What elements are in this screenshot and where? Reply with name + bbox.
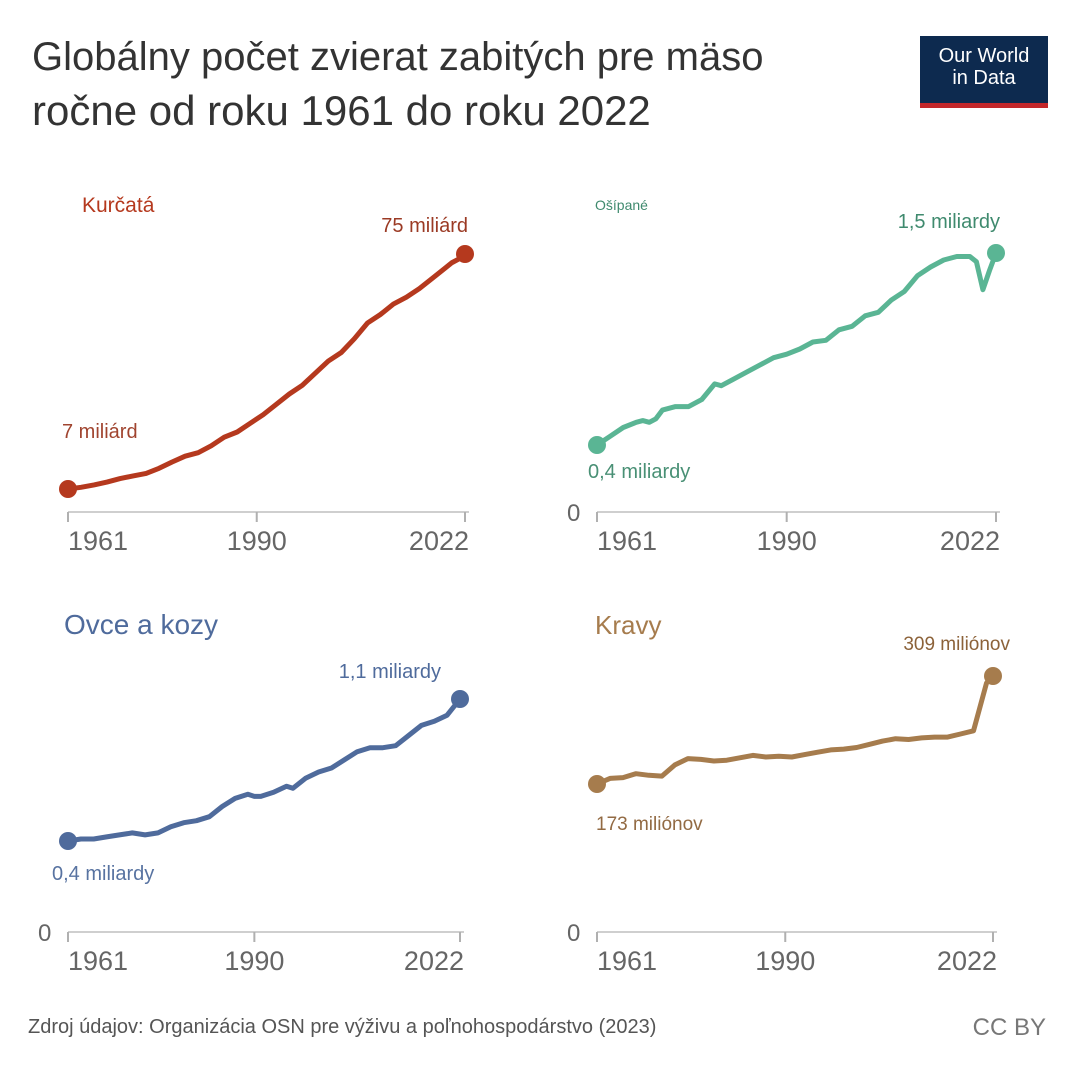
panel-4-start-point bbox=[588, 775, 606, 793]
panel-3-x-tick-label-2022: 2022 bbox=[404, 946, 464, 976]
panel-2-title: Ošípané bbox=[595, 197, 648, 213]
logo-line-1: Our World bbox=[938, 45, 1030, 67]
panel-4-title: Kravy bbox=[595, 610, 661, 640]
panel-3-end-label: 1,1 miliardy bbox=[339, 661, 441, 683]
panel-1-start-point bbox=[59, 480, 77, 498]
panel-3-start-label: 0,4 miliardy bbox=[52, 863, 154, 885]
panel-2-start-point bbox=[588, 436, 606, 454]
panel-4-series-line bbox=[594, 673, 996, 787]
logo-line-2: in Data bbox=[952, 67, 1016, 89]
panel-3-start-point bbox=[59, 832, 77, 850]
chart-title: Globálny počet zvierat zabitých pre mäso… bbox=[32, 30, 892, 138]
owid-logo[interactable]: Our World in Data bbox=[920, 36, 1048, 108]
panel-4-y-zero-label: 0 bbox=[567, 920, 580, 947]
panel-4-end-point bbox=[984, 667, 1002, 685]
panel-4-x-tick-label-2022: 2022 bbox=[937, 946, 997, 976]
source-note: Zdroj údajov: Organizácia OSN pre výživu… bbox=[28, 1016, 657, 1038]
panel-2-x-tick-label-1990: 1990 bbox=[757, 526, 817, 556]
panel-1-x-tick-label-2022: 2022 bbox=[409, 526, 469, 556]
panel-2-x-tick-label-1961: 1961 bbox=[597, 526, 657, 556]
panel-1-end-label: 75 miliárd bbox=[381, 215, 468, 237]
title-line-2: ročne od roku 1961 do roku 2022 bbox=[32, 87, 651, 134]
panel-3-end-point bbox=[451, 690, 469, 708]
panel-1-end-point bbox=[456, 245, 474, 263]
panel-2-end-point bbox=[987, 244, 1005, 262]
panel-4-x-tick-label-1990: 1990 bbox=[755, 946, 815, 976]
panel-1-start-label: 7 miliárd bbox=[62, 421, 138, 443]
panel-2-series-line bbox=[594, 250, 999, 448]
panel-2-x-tick-label-2022: 2022 bbox=[940, 526, 1000, 556]
license-label[interactable]: CC BY bbox=[972, 1014, 1046, 1041]
title-line-1: Globálny počet zvierat zabitých pre mäso bbox=[32, 35, 764, 79]
panel-4-end-label: 309 miliónov bbox=[903, 634, 1010, 655]
panel-1-series-line bbox=[65, 251, 468, 492]
panel-3-x-tick-label-1990: 1990 bbox=[224, 946, 284, 976]
panel-2-end-label: 1,5 miliardy bbox=[898, 211, 1000, 233]
panel-2-y-zero-label: 0 bbox=[567, 500, 580, 527]
panel-3-series-line bbox=[65, 696, 463, 844]
panel-4-start-label: 173 miliónov bbox=[596, 814, 703, 835]
panel-3-title: Ovce a kozy bbox=[64, 609, 218, 640]
panel-1-x-tick-label-1961: 1961 bbox=[68, 526, 128, 556]
panel-1-x-tick-label-1990: 1990 bbox=[227, 526, 287, 556]
panel-1-title: Kurčatá bbox=[82, 194, 155, 217]
panel-3-y-zero-label: 0 bbox=[38, 920, 51, 947]
panel-3-x-tick-label-1961: 1961 bbox=[68, 946, 128, 976]
panel-4-x-tick-label-1961: 1961 bbox=[597, 946, 657, 976]
panel-2-start-label: 0,4 miliardy bbox=[588, 461, 690, 483]
